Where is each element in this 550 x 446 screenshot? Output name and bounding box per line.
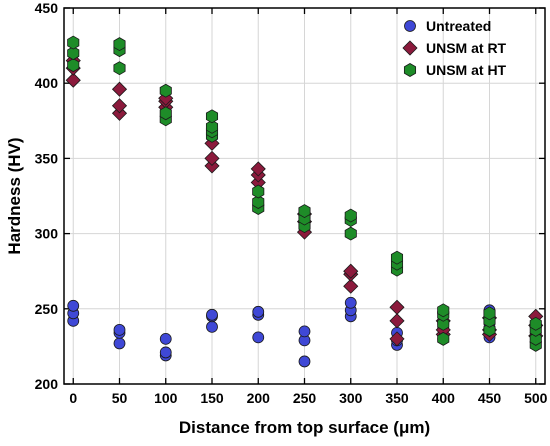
data-point <box>205 119 219 134</box>
data-point <box>483 306 496 321</box>
y-tick-label: 450 <box>35 0 59 16</box>
y-tick-label: 250 <box>35 301 59 317</box>
x-axis-title: Distance from top surface (μm) <box>179 418 430 437</box>
data-point <box>252 305 265 318</box>
data-point <box>529 316 542 331</box>
axis-ticks: 0 50 100 150 200 250 300 350 400 450 500 200 250 300 3… <box>35 0 548 406</box>
data-point <box>113 37 126 52</box>
x-tick-label: 350 <box>385 390 409 406</box>
data-point <box>113 337 126 350</box>
data-point <box>111 81 128 97</box>
y-tick-label: 300 <box>35 226 59 242</box>
data-point <box>344 208 357 223</box>
data-point <box>344 296 357 309</box>
data-point <box>389 331 405 347</box>
x-tick-label: 150 <box>200 390 224 406</box>
data-point <box>252 184 265 199</box>
data-point <box>65 72 81 88</box>
data-point <box>298 325 311 338</box>
data-point <box>159 332 172 345</box>
x-tick-label: 450 <box>478 390 502 406</box>
legend-marker <box>404 20 416 32</box>
data-point <box>343 263 359 279</box>
legend-marker <box>402 40 418 56</box>
data-point <box>204 150 220 166</box>
data-point <box>67 299 80 312</box>
data-point <box>529 331 542 346</box>
x-tick-label: 100 <box>154 390 178 406</box>
data-point <box>389 313 405 329</box>
legend: Untreated UNSM at RT UNSM at HT <box>402 18 507 78</box>
data-point <box>298 204 311 219</box>
data-points <box>65 35 544 368</box>
series-2 <box>67 35 542 352</box>
data-point <box>252 195 265 209</box>
data-point <box>113 323 126 336</box>
data-point <box>159 83 172 98</box>
data-point <box>111 98 128 114</box>
data-point <box>67 58 80 73</box>
data-point <box>250 161 266 177</box>
x-tick-label: 0 <box>69 390 77 406</box>
y-axis-title: Hardness (HV) <box>5 137 24 254</box>
y-tick-label: 200 <box>35 376 59 392</box>
data-point <box>206 320 218 333</box>
data-point <box>67 46 80 61</box>
legend-marker <box>403 63 417 77</box>
data-point <box>252 331 265 344</box>
data-point <box>159 106 172 121</box>
data-point <box>206 308 218 321</box>
data-point <box>437 316 450 331</box>
x-tick-label: 300 <box>339 390 363 406</box>
data-point <box>205 109 219 124</box>
legend-label: UNSM at RT <box>426 40 507 56</box>
data-point <box>67 35 80 50</box>
legend-label: Untreated <box>426 18 491 34</box>
data-point <box>344 226 357 241</box>
data-point <box>159 346 172 359</box>
data-point <box>483 322 496 337</box>
y-tick-label: 350 <box>35 150 59 166</box>
data-point <box>437 303 450 318</box>
x-tick-label: 500 <box>524 390 548 406</box>
data-point <box>298 355 311 368</box>
x-tick-label: 200 <box>247 390 271 406</box>
data-point <box>437 331 450 346</box>
data-point <box>389 299 405 315</box>
y-tick-label: 400 <box>35 75 59 91</box>
x-tick-label: 400 <box>432 390 456 406</box>
data-point <box>343 278 359 294</box>
data-point <box>390 250 404 265</box>
x-tick-label: 250 <box>293 390 317 406</box>
x-tick-label: 50 <box>112 390 128 406</box>
data-point <box>113 61 126 76</box>
legend-label: UNSM at HT <box>426 62 507 78</box>
